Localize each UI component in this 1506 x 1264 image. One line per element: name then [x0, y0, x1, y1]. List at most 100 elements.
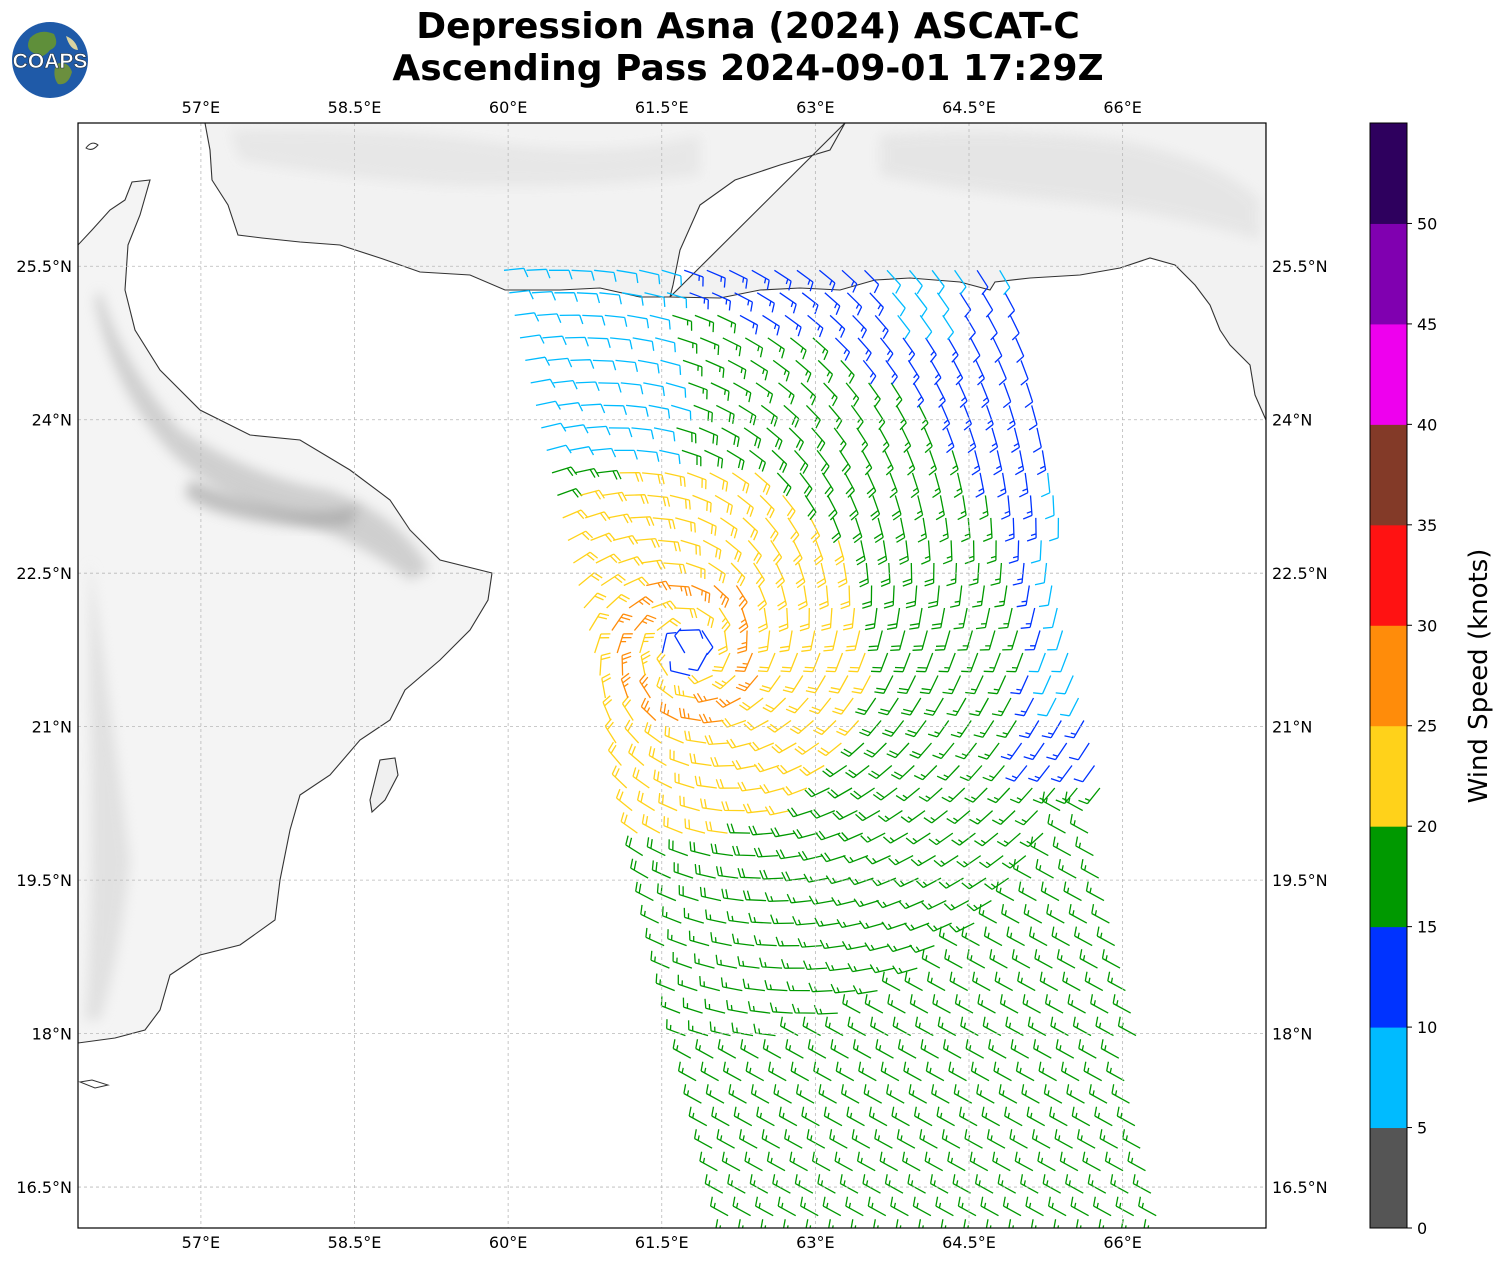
wind-barb — [694, 314, 715, 333]
wind-barb — [1046, 742, 1068, 761]
wind-barb — [994, 585, 1008, 608]
wind-barb — [975, 607, 991, 630]
wind-barb — [693, 1129, 713, 1149]
wind-barb — [890, 630, 906, 652]
wind-barb — [794, 742, 820, 755]
wind-barb — [901, 427, 912, 453]
wind-barb — [718, 607, 731, 633]
lon-label-bottom: 61.5°E — [635, 1233, 689, 1252]
wind-barb — [870, 495, 881, 521]
wind-barb — [818, 269, 836, 293]
wind-barb — [1018, 881, 1037, 902]
wind-barb — [952, 360, 964, 386]
wind-barb — [845, 630, 861, 652]
wind-barb — [619, 471, 644, 482]
wind-barb — [745, 1061, 765, 1082]
wind-barb — [878, 427, 890, 453]
wind-barb — [714, 494, 733, 515]
wind-barb — [630, 516, 655, 527]
wind-barb — [759, 869, 784, 880]
wind-barb — [935, 495, 945, 521]
wind-barb — [563, 424, 589, 434]
wind-barb — [770, 540, 783, 566]
wind-barb — [957, 630, 974, 651]
wind-barb — [611, 613, 633, 631]
wind-barb — [816, 562, 827, 588]
wind-barb — [977, 742, 1000, 760]
wind-barb — [993, 450, 1003, 476]
wind-barb — [661, 631, 677, 654]
wind-barb — [996, 832, 1021, 847]
lat-label-right: 21°N — [1272, 718, 1312, 737]
wind-barb — [722, 1061, 742, 1082]
wind-barb — [895, 405, 907, 431]
wind-barb — [845, 382, 860, 407]
wind-barb — [757, 630, 771, 653]
wind-barb — [757, 607, 768, 633]
wind-barb — [999, 994, 1019, 1014]
wind-barb — [627, 314, 650, 329]
wind-barb — [862, 359, 877, 385]
wind-barb — [817, 359, 834, 384]
wind-barb — [912, 630, 928, 651]
wind-barb — [923, 810, 948, 824]
wind-barb — [884, 450, 894, 476]
wind-barb — [847, 962, 873, 973]
wind-barb — [661, 269, 682, 286]
wind-barb — [1096, 926, 1116, 947]
wind-barb — [762, 1039, 782, 1059]
wind-barb — [778, 1106, 798, 1127]
wind-barb — [839, 450, 851, 476]
lat-label-left: 16.5°N — [16, 1178, 72, 1197]
wind-barb — [549, 269, 573, 280]
wind-barb — [891, 292, 906, 317]
wind-barb — [526, 268, 551, 279]
wind-barb — [1009, 1129, 1028, 1149]
wind-barb — [576, 292, 601, 304]
wind-barb — [1014, 810, 1039, 826]
wind-barb — [663, 562, 687, 574]
wind-barb — [955, 742, 978, 760]
wind-barb — [639, 632, 655, 654]
wind-barb — [979, 855, 1004, 869]
wind-barb — [726, 449, 745, 471]
wind-barb — [710, 756, 735, 767]
wind-barb — [806, 1129, 826, 1149]
wind-barb — [817, 742, 842, 757]
wind-barb — [689, 753, 712, 767]
wind-barb — [674, 607, 698, 619]
wind-barb — [709, 472, 729, 492]
wind-barb — [632, 767, 650, 789]
wind-barb — [776, 472, 792, 497]
wind-barb — [1012, 858, 1032, 879]
wind-barb — [959, 765, 983, 782]
wind-barb — [715, 697, 741, 708]
wind-barb — [764, 980, 788, 992]
wind-barb — [620, 382, 644, 395]
lon-label-top: 58.5°E — [328, 98, 382, 117]
wind-barb — [1011, 427, 1021, 453]
wind-barb — [836, 918, 862, 929]
wind-barb — [669, 494, 691, 510]
wind-barb — [759, 957, 783, 969]
wind-barb — [594, 633, 611, 654]
wind-barb — [1027, 1016, 1047, 1037]
wind-barb — [1006, 926, 1025, 947]
wind-barb — [761, 1129, 781, 1149]
wind-barb — [779, 1016, 799, 1037]
wind-barb — [981, 292, 994, 318]
wind-barb — [531, 290, 557, 301]
wind-barb — [682, 359, 703, 377]
wind-barb — [851, 1129, 871, 1149]
wind-barb — [939, 517, 949, 543]
lon-label-top: 57°E — [182, 98, 220, 117]
wind-barb — [1090, 994, 1109, 1014]
wind-barb — [725, 539, 742, 563]
wind-barb — [687, 1020, 709, 1037]
wind-barb — [1004, 517, 1015, 542]
wind-barb — [803, 652, 821, 673]
wind-barb — [825, 652, 844, 673]
wind-barb — [975, 472, 985, 498]
wind-barb — [926, 971, 946, 992]
lon-label-top: 66°E — [1103, 98, 1141, 117]
